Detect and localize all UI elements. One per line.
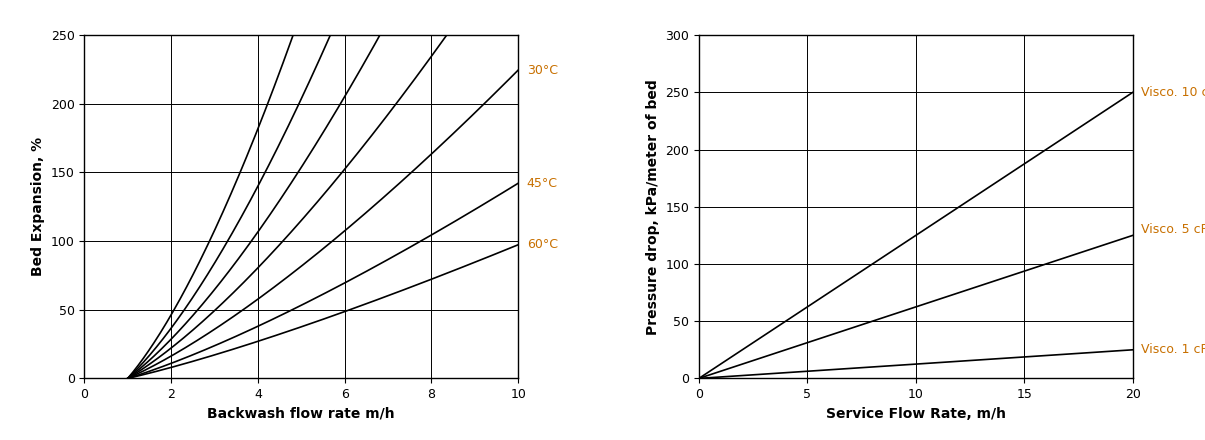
Y-axis label: Pressure drop, kPa/meter of bed: Pressure drop, kPa/meter of bed bbox=[646, 79, 660, 335]
Text: 45°C: 45°C bbox=[527, 177, 558, 190]
Y-axis label: Bed Expansion, %: Bed Expansion, % bbox=[31, 137, 46, 276]
X-axis label: Backwash flow rate m/h: Backwash flow rate m/h bbox=[207, 407, 395, 421]
Text: 30°C: 30°C bbox=[527, 64, 558, 77]
Text: Visco. 5 cP: Visco. 5 cP bbox=[1141, 223, 1205, 236]
Text: Visco. 1 cP: Visco. 1 cP bbox=[1141, 343, 1205, 356]
Text: Visco. 10 cF: Visco. 10 cF bbox=[1141, 86, 1205, 99]
Text: 60°C: 60°C bbox=[527, 238, 558, 251]
X-axis label: Service Flow Rate, m/h: Service Flow Rate, m/h bbox=[825, 407, 1006, 421]
